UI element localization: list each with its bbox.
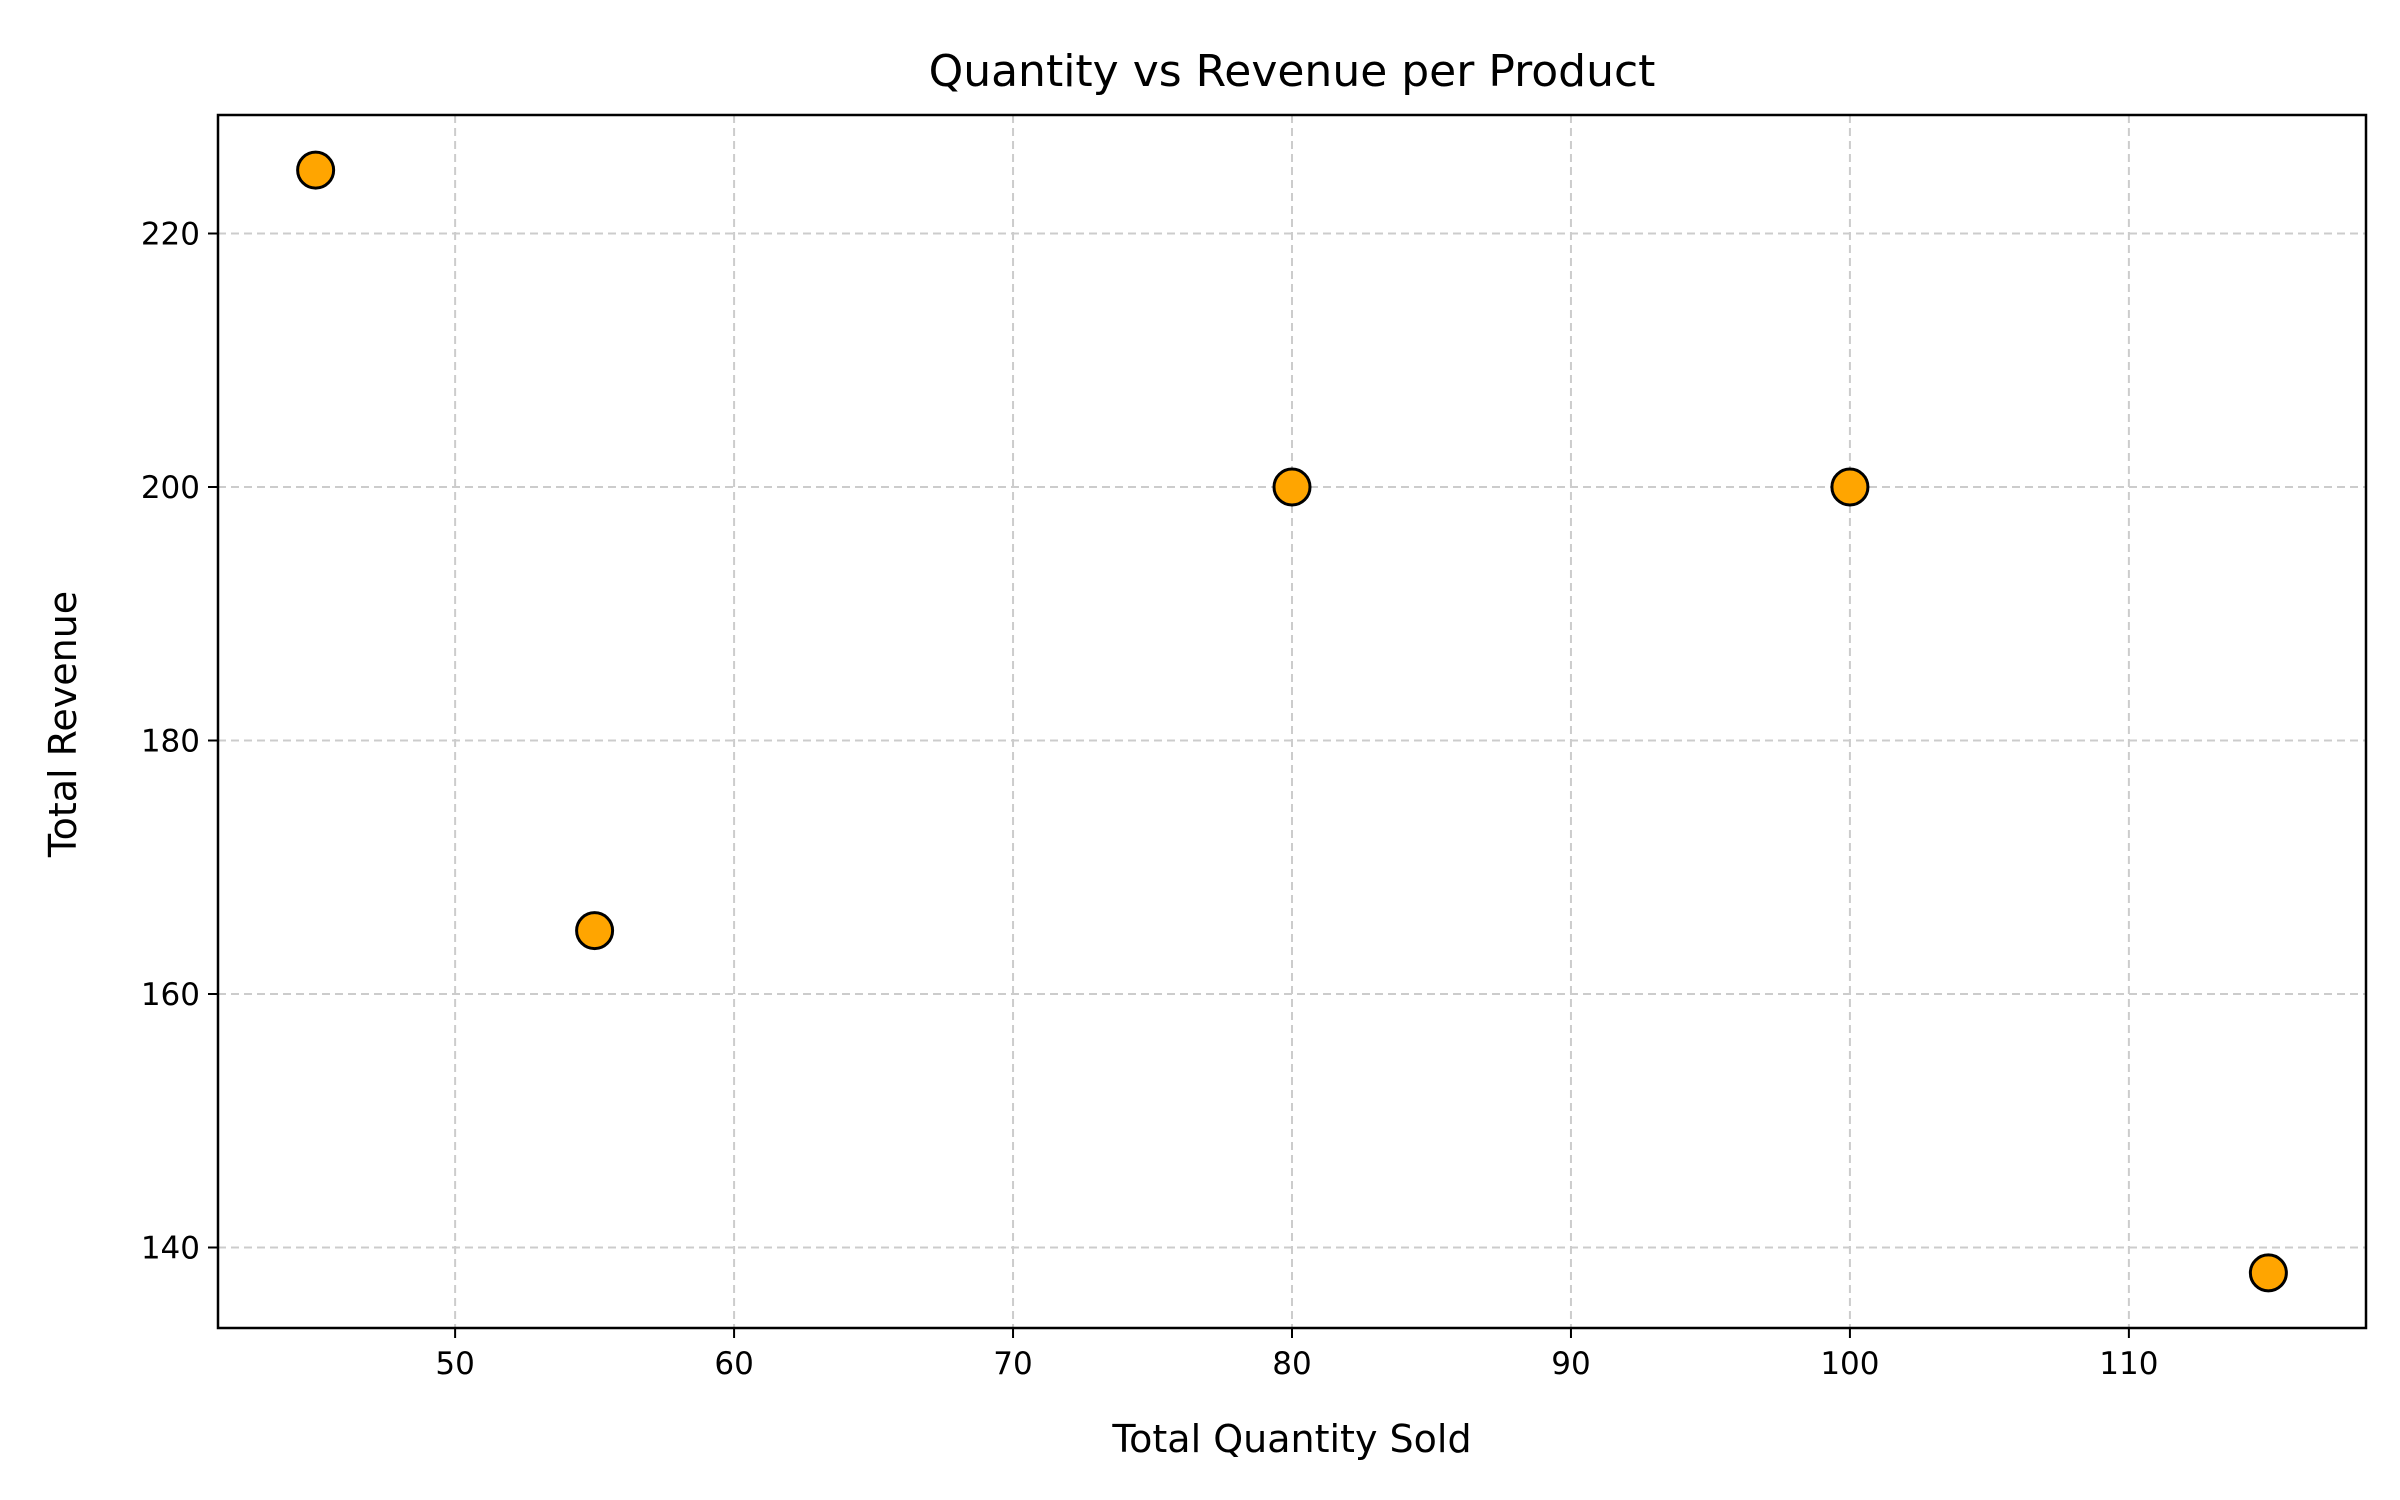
plot-frame [216,113,2368,1330]
y-tick-label: 160 [141,977,200,1013]
data-point [296,150,336,190]
grid [218,115,2366,1328]
data-point [575,911,615,951]
y-tick-label: 140 [141,1231,200,1267]
x-tick-label: 50 [435,1346,474,1382]
y-tick-label: 180 [141,724,200,760]
x-tick-label: 60 [714,1346,753,1382]
x-tick-label: 70 [993,1346,1032,1382]
x-axis-label: Total Quantity Sold [1111,1417,1471,1461]
y-tick-label: 220 [141,217,200,253]
data-points [296,150,2288,1293]
data-point [2248,1253,2288,1293]
x-tick-label: 110 [2099,1346,2158,1382]
y-axis-label: Total Revenue [41,591,85,858]
data-point [1830,467,1870,507]
x-tick-label: 80 [1272,1346,1311,1382]
x-tick-label: 90 [1551,1346,1590,1382]
x-tick-label: 100 [1820,1346,1879,1382]
ticks: 50 60 70 80 90 100 110 140 160 180 200 220 [141,217,2159,1382]
data-point [1272,467,1312,507]
chart-title: Quantity vs Revenue per Product [929,46,1656,97]
y-tick-label: 200 [141,470,200,506]
